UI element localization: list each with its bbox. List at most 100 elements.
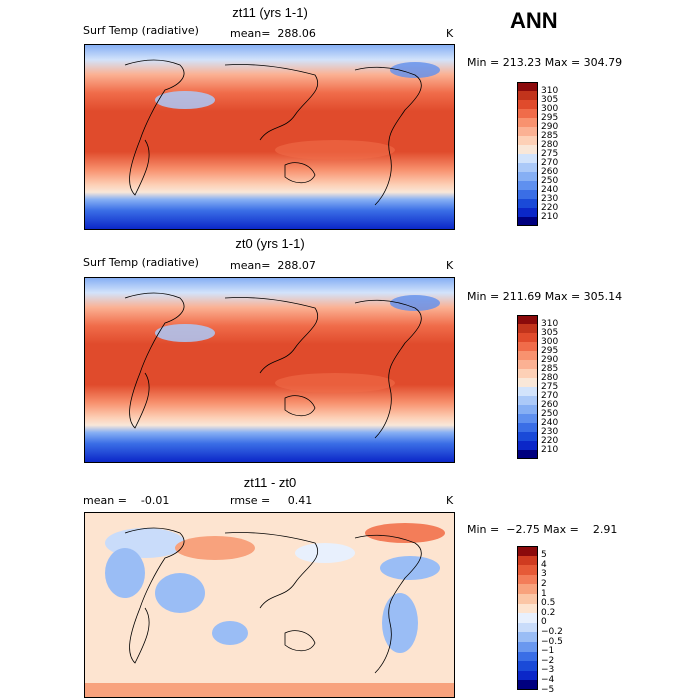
panel-2-title: zt0 (yrs 1-1)	[235, 236, 305, 251]
colorbar-tick-label: 280	[541, 139, 559, 150]
colorbar-tick-label: 0	[541, 617, 547, 628]
colorbar-swatch	[517, 315, 538, 324]
colorbar-swatch	[517, 574, 538, 585]
colorbar-swatch	[517, 546, 538, 556]
panel-3-rmse-label: rmse = 0.41	[230, 494, 313, 507]
colorbar-swatch	[517, 163, 538, 172]
panel-1-map-field	[85, 45, 454, 229]
colorbar-swatch	[517, 100, 538, 109]
colorbar-tick-label: −4	[541, 674, 555, 685]
colorbar-tick-label: 210	[541, 211, 559, 222]
colorbar-tick-label: 230	[541, 193, 559, 204]
panel-3-title: zt11 - zt0	[243, 475, 297, 490]
colorbar-swatch	[517, 651, 538, 662]
colorbar-swatch	[517, 423, 538, 432]
colorbar-swatch	[517, 208, 538, 217]
panel-2-map	[84, 277, 455, 463]
colorbar-tick-label: 240	[541, 417, 559, 428]
colorbar-tick-label: 275	[541, 148, 559, 159]
colorbar-swatch	[517, 172, 538, 181]
colorbar-tick-label: −3	[541, 665, 555, 676]
colorbar-tick-label: −0.2	[541, 626, 563, 637]
panel-3-unit-label: K	[446, 494, 454, 507]
panel-1-mean-label: mean= 288.06	[230, 27, 316, 40]
colorbar-swatch	[517, 91, 538, 100]
colorbar-tick-label: 210	[541, 444, 559, 455]
colorbar-tick-label: 5	[541, 550, 547, 561]
colorbar-tick-label: 250	[541, 175, 559, 186]
colorbar-swatch	[517, 670, 538, 681]
panel-2-map-field	[85, 278, 454, 462]
colorbar-tick-label: 270	[541, 157, 559, 168]
colorbar-tick-label: 280	[541, 372, 559, 383]
colorbar-swatch	[517, 642, 538, 652]
panel-2-minmax-label: Min = 211.69 Max = 305.14	[467, 290, 623, 303]
colorbar-tick-label: 240	[541, 184, 559, 195]
colorbar-tick-label: 295	[541, 112, 559, 123]
colorbar-swatch	[517, 405, 538, 414]
colorbar-tick-label: 275	[541, 381, 559, 392]
colorbar-tick-label: 3	[541, 569, 547, 580]
colorbar-swatch	[517, 565, 538, 575]
panel-3-map-field	[85, 513, 454, 697]
colorbar-tick-label: 285	[541, 363, 559, 374]
colorbar-swatch	[517, 432, 538, 441]
panel-2-unit-label: K	[446, 259, 454, 272]
colorbar-swatch	[517, 360, 538, 369]
colorbar-swatch	[517, 199, 538, 208]
colorbar-swatch	[517, 181, 538, 190]
colorbar-swatch	[517, 217, 538, 226]
colorbar-tick-label: −1	[541, 646, 555, 657]
panel-2-variable-label: Surf Temp (radiative)	[83, 256, 199, 269]
colorbar-swatch	[517, 613, 538, 623]
colorbar-swatch	[517, 109, 538, 118]
colorbar-tick-label: 220	[541, 435, 559, 446]
colorbar-swatch	[517, 118, 538, 127]
colorbar-swatch	[517, 450, 538, 459]
panel-3-mean-label: mean = -0.01	[83, 494, 170, 507]
colorbar-tick-label: 290	[541, 121, 559, 132]
colorbar-tick-label: −0.5	[541, 636, 563, 647]
colorbar-tick-label: 310	[541, 85, 559, 96]
colorbar-swatch	[517, 127, 538, 136]
colorbar-tick-label: 0.2	[541, 607, 556, 618]
colorbar-swatch	[517, 342, 538, 351]
colorbar-tick-label: 290	[541, 354, 559, 365]
colorbar-tick-label: 2	[541, 578, 547, 589]
colorbar-tick-label: 230	[541, 426, 559, 437]
colorbar-swatch	[517, 190, 538, 199]
colorbar-swatch	[517, 324, 538, 333]
colorbar-swatch	[517, 396, 538, 405]
colorbar-tick-label: 4	[541, 559, 547, 570]
colorbar-tick-label: 260	[541, 399, 559, 410]
colorbar-swatch	[517, 82, 538, 91]
colorbar-tick-label: 305	[541, 327, 559, 338]
colorbar-tick-label: −2	[541, 655, 555, 666]
colorbar-tick-label: 0.5	[541, 598, 556, 609]
colorbar-swatch	[517, 632, 538, 642]
colorbar-tick-label: −5	[541, 684, 555, 695]
colorbar-swatch	[517, 680, 538, 690]
colorbar-tick-label: 1	[541, 588, 547, 599]
colorbar-tick-label: 260	[541, 166, 559, 177]
colorbar-swatch	[517, 414, 538, 423]
colorbar-swatch	[517, 387, 538, 396]
colorbar-tick-label: 285	[541, 130, 559, 141]
panel-3-colorbar: 5 4 3 2 1 0.5 0.2 0 −0.2 −0.5 −1 −2 −3 −4 −5	[517, 546, 597, 694]
colorbar-swatch	[517, 145, 538, 154]
colorbar-tick-label: 250	[541, 408, 559, 419]
panel-1-colorbar: 310 305 300 295 290 285 280 275 270 260 250 240 230 2…	[517, 82, 597, 226]
panel-1-variable-label: Surf Temp (radiative)	[83, 24, 199, 37]
colorbar-swatch	[517, 333, 538, 342]
panel-3-minmax-label: Min = −2.75 Max = 2.91	[467, 523, 618, 536]
colorbar-tick-label: 295	[541, 345, 559, 356]
panel-2-colorbar: 310 305 300 295 290 285 280 275 270 260 250 240 230 2…	[517, 315, 597, 459]
panel-1-map	[84, 44, 455, 230]
colorbar-swatch	[517, 622, 538, 633]
panel-1-title: zt11 (yrs 1-1)	[232, 5, 308, 20]
colorbar-swatch	[517, 661, 538, 671]
panel-1-unit-label: K	[446, 27, 454, 40]
season-title: ANN	[510, 8, 558, 33]
colorbar-tick-label: 220	[541, 202, 559, 213]
colorbar-tick-label: 305	[541, 94, 559, 105]
